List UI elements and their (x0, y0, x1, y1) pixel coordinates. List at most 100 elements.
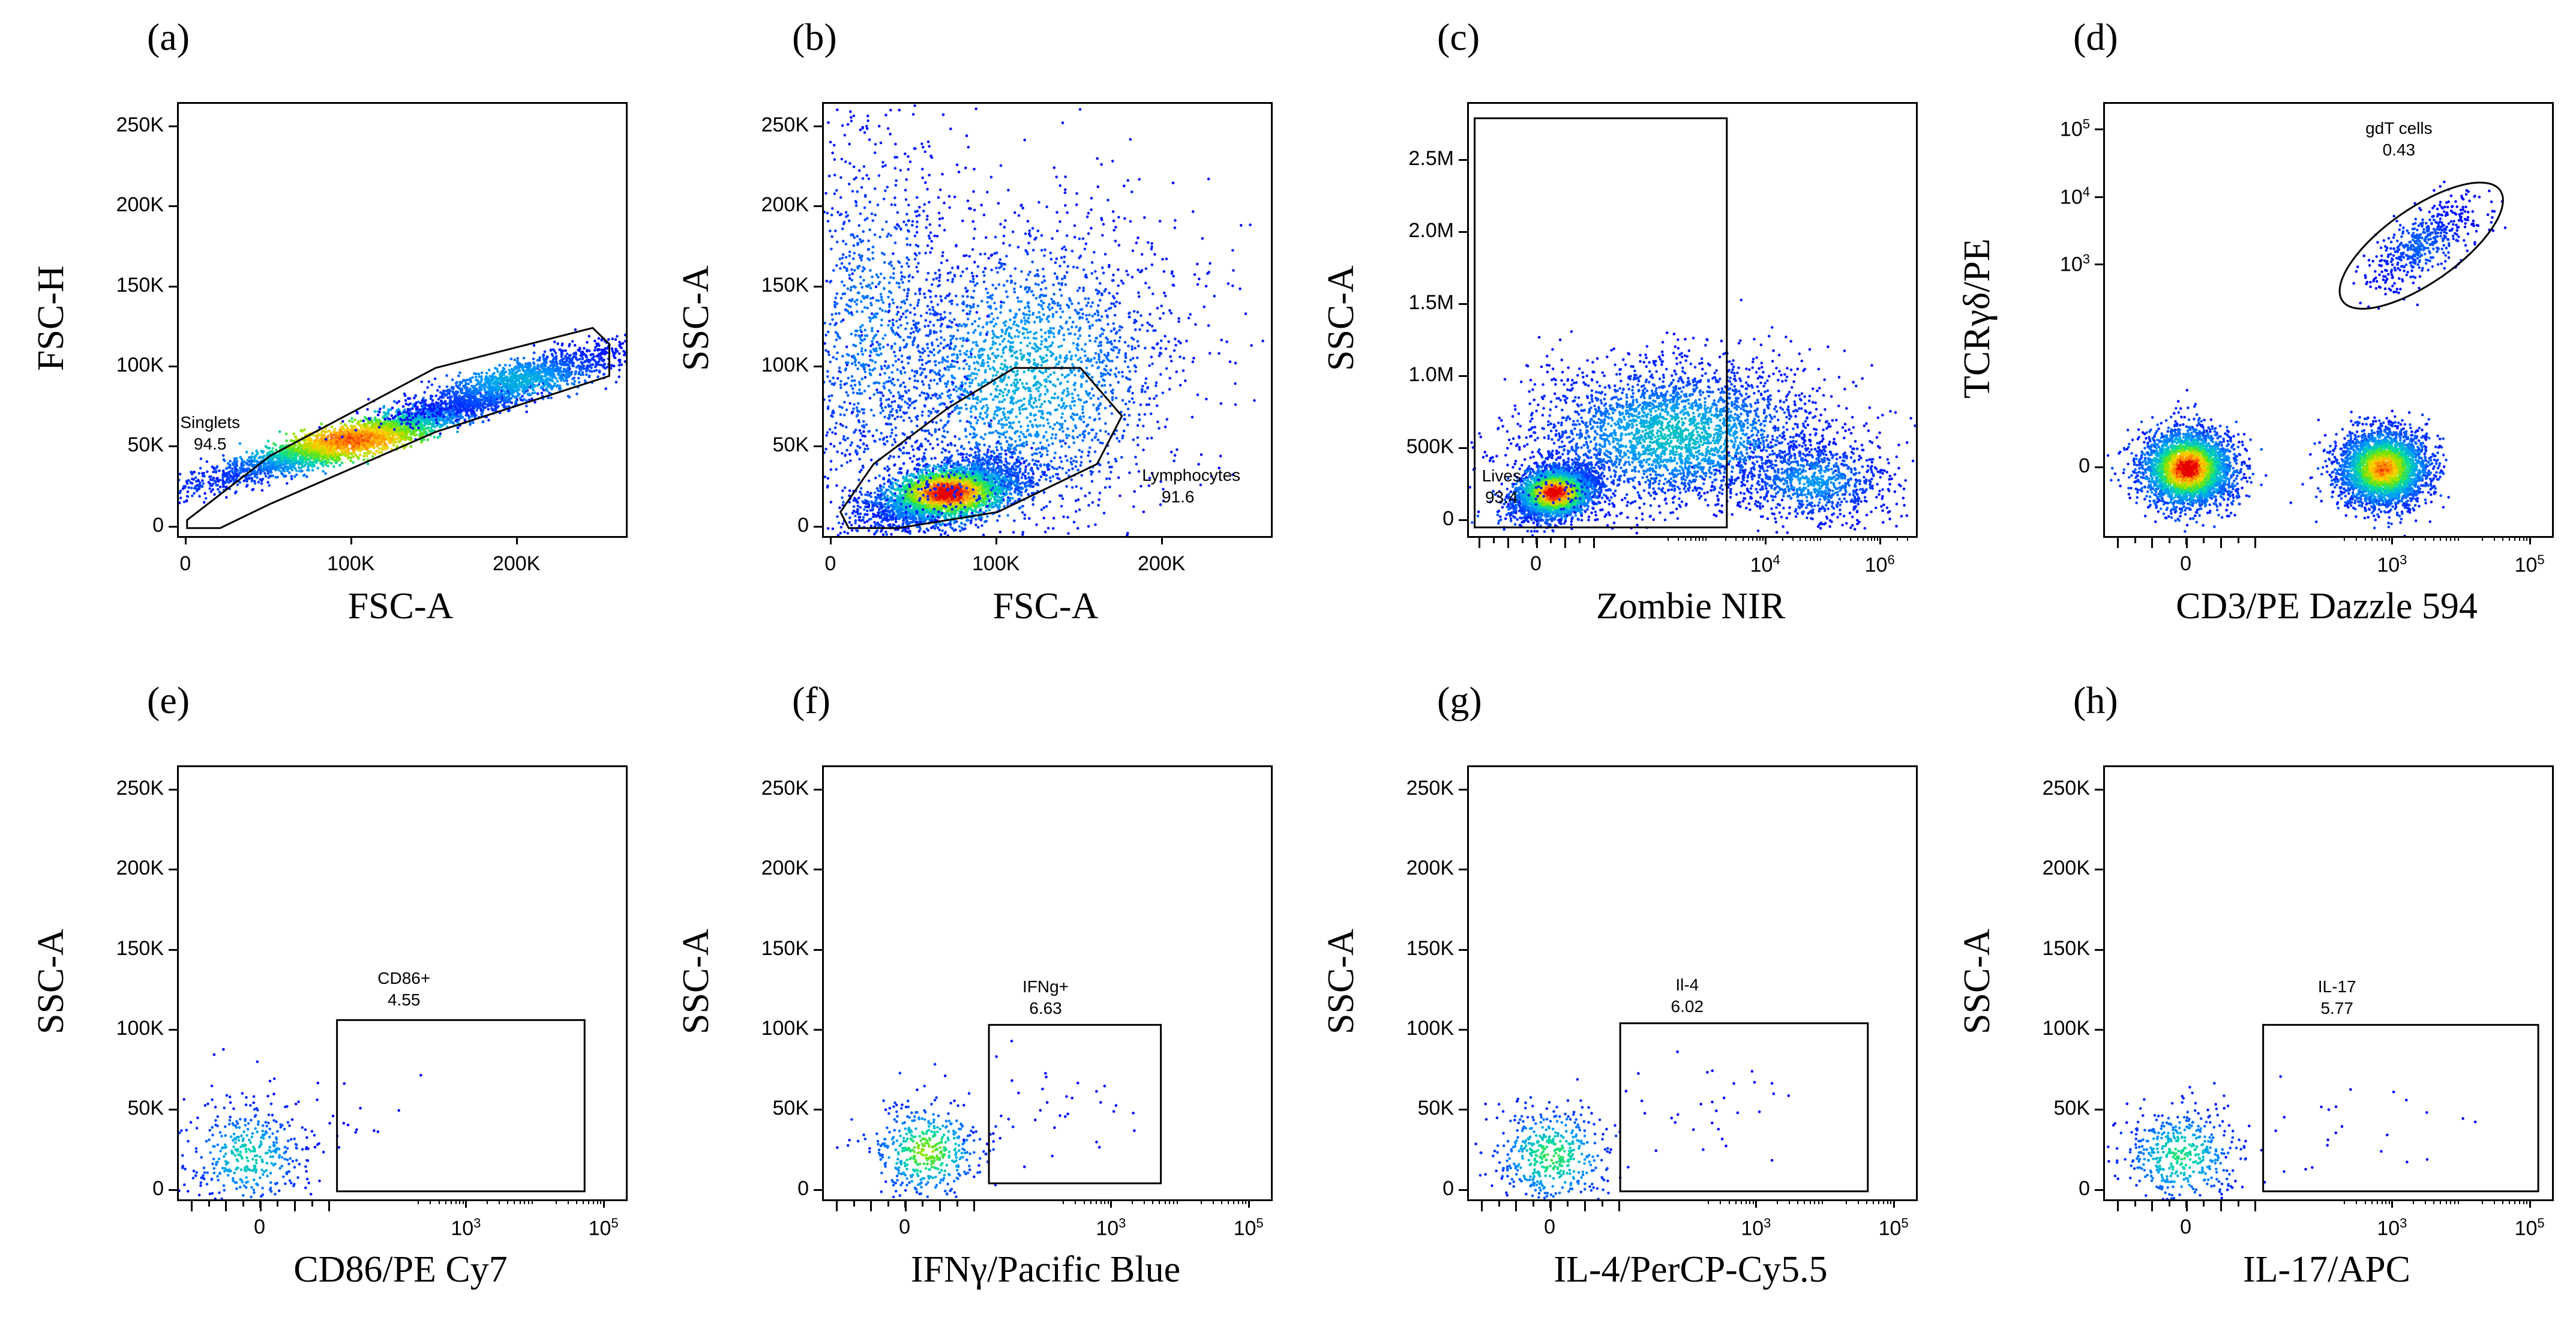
event-dot (439, 412, 442, 415)
event-dot (595, 364, 598, 367)
event-dot (451, 378, 454, 381)
event-dot (332, 453, 335, 456)
event-dot (259, 471, 262, 474)
event-dot (473, 412, 476, 415)
x-axis-label: FSC-A (177, 585, 624, 628)
tick-text: 50K (128, 433, 164, 456)
event-dot (295, 473, 298, 477)
event-dot (409, 426, 412, 429)
event-dot (526, 366, 529, 369)
event-dot (293, 475, 296, 478)
event-dot (366, 408, 369, 411)
event-dot (515, 386, 518, 390)
event-dot (258, 466, 261, 469)
event-dot (179, 472, 182, 476)
event-dot (583, 379, 587, 382)
event-dot (388, 422, 392, 426)
event-dot (470, 412, 473, 415)
event-dot (289, 448, 292, 451)
event-dot (410, 430, 413, 433)
y-axis-label: FSC-H (30, 265, 73, 371)
event-dot (368, 443, 371, 447)
tick-text: 100K (327, 552, 374, 575)
event-dot (433, 422, 436, 425)
event-dot (425, 410, 428, 413)
event-dot (285, 462, 289, 465)
event-dot (209, 475, 212, 478)
event-dot (320, 431, 323, 434)
event-dot (448, 395, 452, 399)
event-dot (397, 400, 401, 403)
event-dot (262, 464, 266, 467)
event-dot (284, 432, 288, 436)
event-dot (225, 486, 228, 489)
event-dot (540, 391, 544, 395)
event-dot (439, 418, 442, 421)
y-tick-label: 150K (87, 274, 164, 297)
event-dot (182, 500, 186, 504)
event-dot (547, 396, 550, 399)
event-dot (281, 468, 285, 471)
event-dot (296, 447, 299, 451)
event-dot (508, 369, 511, 372)
event-dot (403, 411, 406, 414)
event-dot (457, 415, 460, 418)
event-dot (361, 430, 364, 433)
event-dot (350, 424, 353, 427)
y-tick-mark (169, 285, 177, 288)
event-dot (343, 423, 347, 426)
event-dot (521, 394, 524, 398)
event-dot (559, 360, 562, 363)
event-dot (533, 400, 536, 404)
event-dot (460, 391, 463, 394)
event-dot (397, 411, 400, 414)
event-dot (422, 433, 425, 436)
event-dot (622, 349, 625, 353)
event-dot (308, 442, 312, 445)
event-dot (492, 381, 496, 384)
event-dot (234, 468, 237, 471)
event-dot (543, 350, 547, 354)
event-dot (280, 470, 283, 474)
event-dot (404, 429, 407, 432)
event-dot (227, 481, 230, 484)
event-dot (623, 354, 626, 357)
event-dot (301, 456, 305, 459)
event-dot (287, 460, 290, 463)
event-dot (263, 472, 266, 475)
event-dot (586, 341, 589, 344)
event-dot (338, 434, 341, 437)
event-dot (300, 463, 304, 466)
event-dot (313, 452, 317, 456)
event-dot (355, 433, 359, 437)
event-dot (203, 501, 206, 504)
event-dot (230, 467, 234, 471)
event-dot (517, 368, 521, 371)
event-dot (525, 405, 528, 408)
event-dot (498, 373, 502, 376)
event-dot (382, 439, 386, 442)
event-dot (488, 369, 491, 372)
event-dot (264, 468, 268, 471)
event-dot (478, 375, 481, 378)
event-dot (260, 479, 263, 482)
event-dot (524, 376, 527, 379)
event-dot (442, 423, 445, 426)
event-dot (347, 433, 350, 436)
event-dot (292, 445, 295, 448)
event-dot (350, 453, 353, 456)
event-dot (506, 376, 509, 379)
event-dot (474, 376, 478, 379)
event-dot (414, 415, 417, 418)
event-dot (592, 355, 596, 358)
event-dot (303, 439, 306, 442)
event-dot (185, 495, 189, 498)
event-dot (250, 480, 254, 483)
event-dot (526, 375, 530, 378)
event-dot (532, 351, 536, 355)
event-dot (452, 400, 455, 403)
event-dot (266, 451, 269, 455)
event-dot (420, 441, 423, 444)
event-dot (583, 347, 586, 350)
event-dot (212, 471, 215, 474)
